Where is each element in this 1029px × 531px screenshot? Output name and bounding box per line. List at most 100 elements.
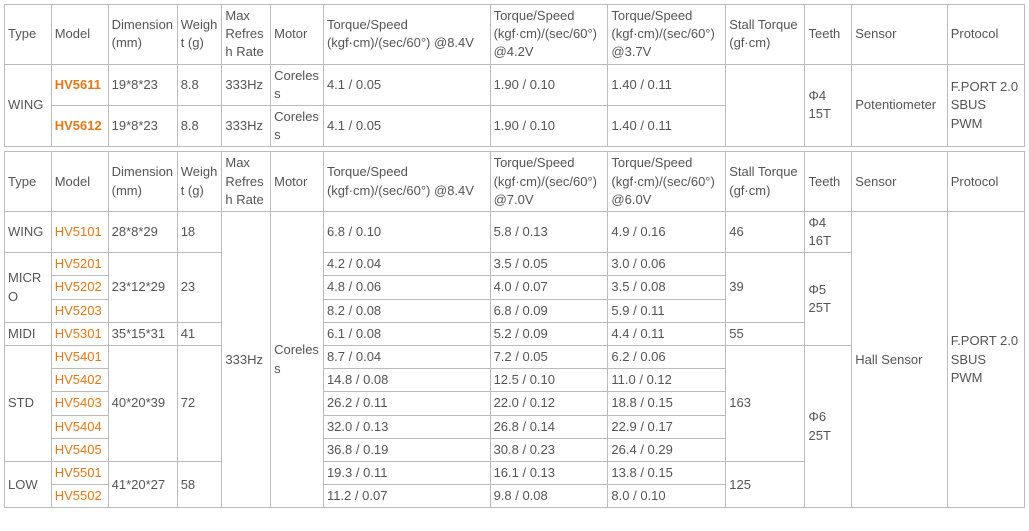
stall-cell: 125 [726, 461, 805, 507]
ts60-cell: 8.0 / 0.10 [608, 485, 726, 508]
ts60-cell: 4.4 / 0.11 [608, 322, 726, 345]
stall-cell [726, 64, 805, 147]
ts60-cell: 3.0 / 0.06 [608, 253, 726, 276]
ts37-cell: 1.40 / 0.11 [608, 105, 726, 146]
sensor-cell: Hall Sensor [852, 211, 947, 507]
model-link[interactable]: HV5405 [51, 438, 108, 461]
ts84-cell: 14.8 / 0.08 [323, 369, 490, 392]
ts84-cell: 4.2 / 0.04 [323, 253, 490, 276]
wt-cell: 58 [177, 461, 222, 507]
ts60-cell: 3.5 / 0.08 [608, 276, 726, 299]
ts84-cell: 26.2 / 0.11 [323, 392, 490, 415]
model-link[interactable]: HV5101 [51, 211, 108, 252]
wt-cell: 72 [177, 346, 222, 462]
col-motor: Motor [271, 5, 324, 65]
model-link[interactable]: HV5201 [51, 253, 108, 276]
ts70-cell: 5.2 / 0.09 [490, 322, 608, 345]
col-motor: Motor [271, 152, 324, 212]
col-sensor: Sensor [852, 152, 947, 212]
col-model: Model [51, 5, 108, 65]
refresh-cell: 333Hz [222, 105, 271, 146]
col-type: Type [5, 152, 52, 212]
col-protocol: Protocol [947, 152, 1024, 212]
ts70-cell: 12.5 / 0.10 [490, 369, 608, 392]
type-cell: MIDI [5, 322, 52, 345]
col-teeth: Teeth [805, 152, 852, 212]
ts60-cell: 11.0 / 0.12 [608, 369, 726, 392]
col-stall: Stall Torque (gf·cm) [726, 5, 805, 65]
stall-cell: 55 [726, 322, 805, 345]
wt-cell: 8.8 [177, 64, 222, 105]
col-model: Model [51, 152, 108, 212]
wt-cell: 23 [177, 253, 222, 323]
ts84-cell: 6.8 / 0.10 [323, 211, 490, 252]
col-ts37: Torque/Speed (kgf·cm)/(sec/60°) @3.7V [608, 5, 726, 65]
table-row: WING HV5101 28*8*29 18 333Hz Coreless 6.… [5, 211, 1025, 252]
model-link[interactable]: HV5202 [51, 276, 108, 299]
ts70-cell: 6.8 / 0.09 [490, 299, 608, 322]
ts42-cell: 1.90 / 0.10 [490, 64, 608, 105]
motor-cell: Coreless [271, 211, 324, 507]
stall-cell: 46 [726, 211, 805, 252]
protocol-cell: F.PORT 2.0 SBUS PWM [947, 211, 1024, 507]
servo-table-1: Type Model Dimension (mm) Weight (g) Max… [4, 4, 1025, 147]
col-ts84: Torque/Speed (kgf·cm)/(sec/60°) @8.4V [323, 5, 490, 65]
col-protocol: Protocol [947, 5, 1024, 65]
model-link[interactable]: HV5403 [51, 392, 108, 415]
type-cell: MICRO [5, 253, 52, 323]
ts42-cell: 1.90 / 0.10 [490, 105, 608, 146]
col-sensor: Sensor [852, 5, 947, 65]
ts70-cell: 5.8 / 0.13 [490, 211, 608, 252]
ts70-cell: 4.0 / 0.07 [490, 276, 608, 299]
dim-cell: 19*8*23 [108, 64, 177, 105]
table-row: WING HV5611 19*8*23 8.8 333Hz Coreless 4… [5, 64, 1025, 105]
teeth-cell: Φ4 16T [805, 211, 852, 252]
wt-cell: 8.8 [177, 105, 222, 146]
model-link[interactable]: HV5401 [51, 346, 108, 369]
ts60-cell: 6.2 / 0.06 [608, 346, 726, 369]
model-link[interactable]: HV5203 [51, 299, 108, 322]
dim-cell: 41*20*27 [108, 461, 177, 507]
ts60-cell: 18.8 / 0.15 [608, 392, 726, 415]
type-cell: LOW [5, 461, 52, 507]
col-ts84: Torque/Speed (kgf·cm)/(sec/60°) @8.4V [323, 152, 490, 212]
model-link[interactable]: HV5611 [51, 64, 108, 105]
ts70-cell: 9.8 / 0.08 [490, 485, 608, 508]
model-link[interactable]: HV5402 [51, 369, 108, 392]
ts70-cell: 26.8 / 0.14 [490, 415, 608, 438]
stall-cell: 163 [726, 346, 805, 462]
header-row: Type Model Dimension (mm) Weight (g) Max… [5, 5, 1025, 65]
ts84-cell: 11.2 / 0.07 [323, 485, 490, 508]
ts84-cell: 19.3 / 0.11 [323, 461, 490, 484]
col-dimension: Dimension (mm) [108, 152, 177, 212]
ts84-cell: 4.8 / 0.06 [323, 276, 490, 299]
col-refresh: Max Refresh Rate [222, 152, 271, 212]
model-link[interactable]: HV5301 [51, 322, 108, 345]
col-ts60: Torque/Speed (kgf·cm)/(sec/60°) @6.0V [608, 152, 726, 212]
ts60-cell: 4.9 / 0.16 [608, 211, 726, 252]
ts70-cell: 30.8 / 0.23 [490, 438, 608, 461]
ts84-cell: 6.1 / 0.08 [323, 322, 490, 345]
col-ts70: Torque/Speed (kgf·cm)/(sec/60°) @7.0V [490, 152, 608, 212]
motor-cell: Coreless [271, 64, 324, 105]
dim-cell: 23*12*29 [108, 253, 177, 323]
model-link[interactable]: HV5404 [51, 415, 108, 438]
model-link[interactable]: HV5501 [51, 461, 108, 484]
type-cell: WING [5, 211, 52, 252]
ts84-cell: 4.1 / 0.05 [323, 64, 490, 105]
stall-cell: 39 [726, 253, 805, 323]
type-cell: STD [5, 346, 52, 462]
model-link[interactable]: HV5612 [51, 105, 108, 146]
ts60-cell: 22.9 / 0.17 [608, 415, 726, 438]
ts84-cell: 32.0 / 0.13 [323, 415, 490, 438]
teeth-cell: Φ6 25T [805, 346, 852, 508]
ts84-cell: 36.8 / 0.19 [323, 438, 490, 461]
header-row: Type Model Dimension (mm) Weight (g) Max… [5, 152, 1025, 212]
dim-cell: 35*15*31 [108, 322, 177, 345]
col-weight: Weight (g) [177, 5, 222, 65]
dim-cell: 40*20*39 [108, 346, 177, 462]
type-cell: WING [5, 64, 52, 147]
col-dimension: Dimension (mm) [108, 5, 177, 65]
model-link[interactable]: HV5502 [51, 485, 108, 508]
dim-cell: 19*8*23 [108, 105, 177, 146]
